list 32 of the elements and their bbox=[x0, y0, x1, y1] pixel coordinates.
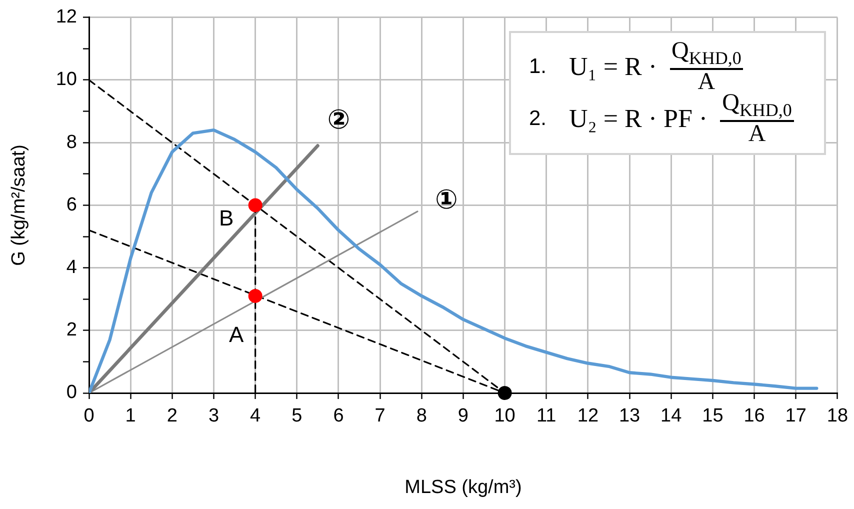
x-tick-label: 16 bbox=[744, 406, 765, 427]
x-tick-label: 2 bbox=[166, 406, 178, 427]
x-tick-label: 5 bbox=[292, 406, 302, 427]
x-tick-label: 4 bbox=[250, 406, 262, 427]
x-tick-label: 17 bbox=[785, 406, 806, 427]
x-tick-label: 6 bbox=[333, 406, 344, 427]
annotation: B bbox=[218, 205, 234, 230]
x-tick-label: 9 bbox=[458, 406, 469, 427]
y-tick-label: 4 bbox=[66, 257, 78, 278]
x-tick-label: 7 bbox=[374, 406, 386, 427]
x-tick-label: 0 bbox=[84, 406, 94, 427]
x-tick-label: 10 bbox=[494, 406, 516, 427]
x-tick-label: 14 bbox=[660, 406, 682, 427]
series-label: ① bbox=[435, 184, 458, 216]
y-tick-label: 0 bbox=[66, 382, 77, 404]
y-tick-label: 2 bbox=[66, 320, 77, 341]
x-tick-label: 15 bbox=[702, 406, 724, 427]
y-tick-label: 12 bbox=[56, 6, 77, 28]
y-axis-title: G (kg/m²/saat) bbox=[8, 144, 30, 266]
x-tick-label: 3 bbox=[208, 406, 220, 427]
annotation: A bbox=[228, 322, 244, 348]
y-tick-label: 8 bbox=[66, 132, 77, 153]
x-tick-label: 11 bbox=[536, 406, 556, 427]
x-tick-label: 1 bbox=[125, 406, 136, 427]
x-tick-label: 13 bbox=[618, 406, 640, 427]
series-label: ② bbox=[327, 104, 350, 136]
x-axis-title: MLSS (kg/m³) bbox=[404, 476, 522, 498]
x-tick-label: 18 bbox=[826, 406, 848, 427]
x-tick-label: 12 bbox=[577, 406, 599, 427]
y-tick-label: 6 bbox=[66, 194, 77, 216]
y-tick-label: 10 bbox=[56, 69, 77, 90]
x-tick-label: 8 bbox=[416, 406, 427, 427]
